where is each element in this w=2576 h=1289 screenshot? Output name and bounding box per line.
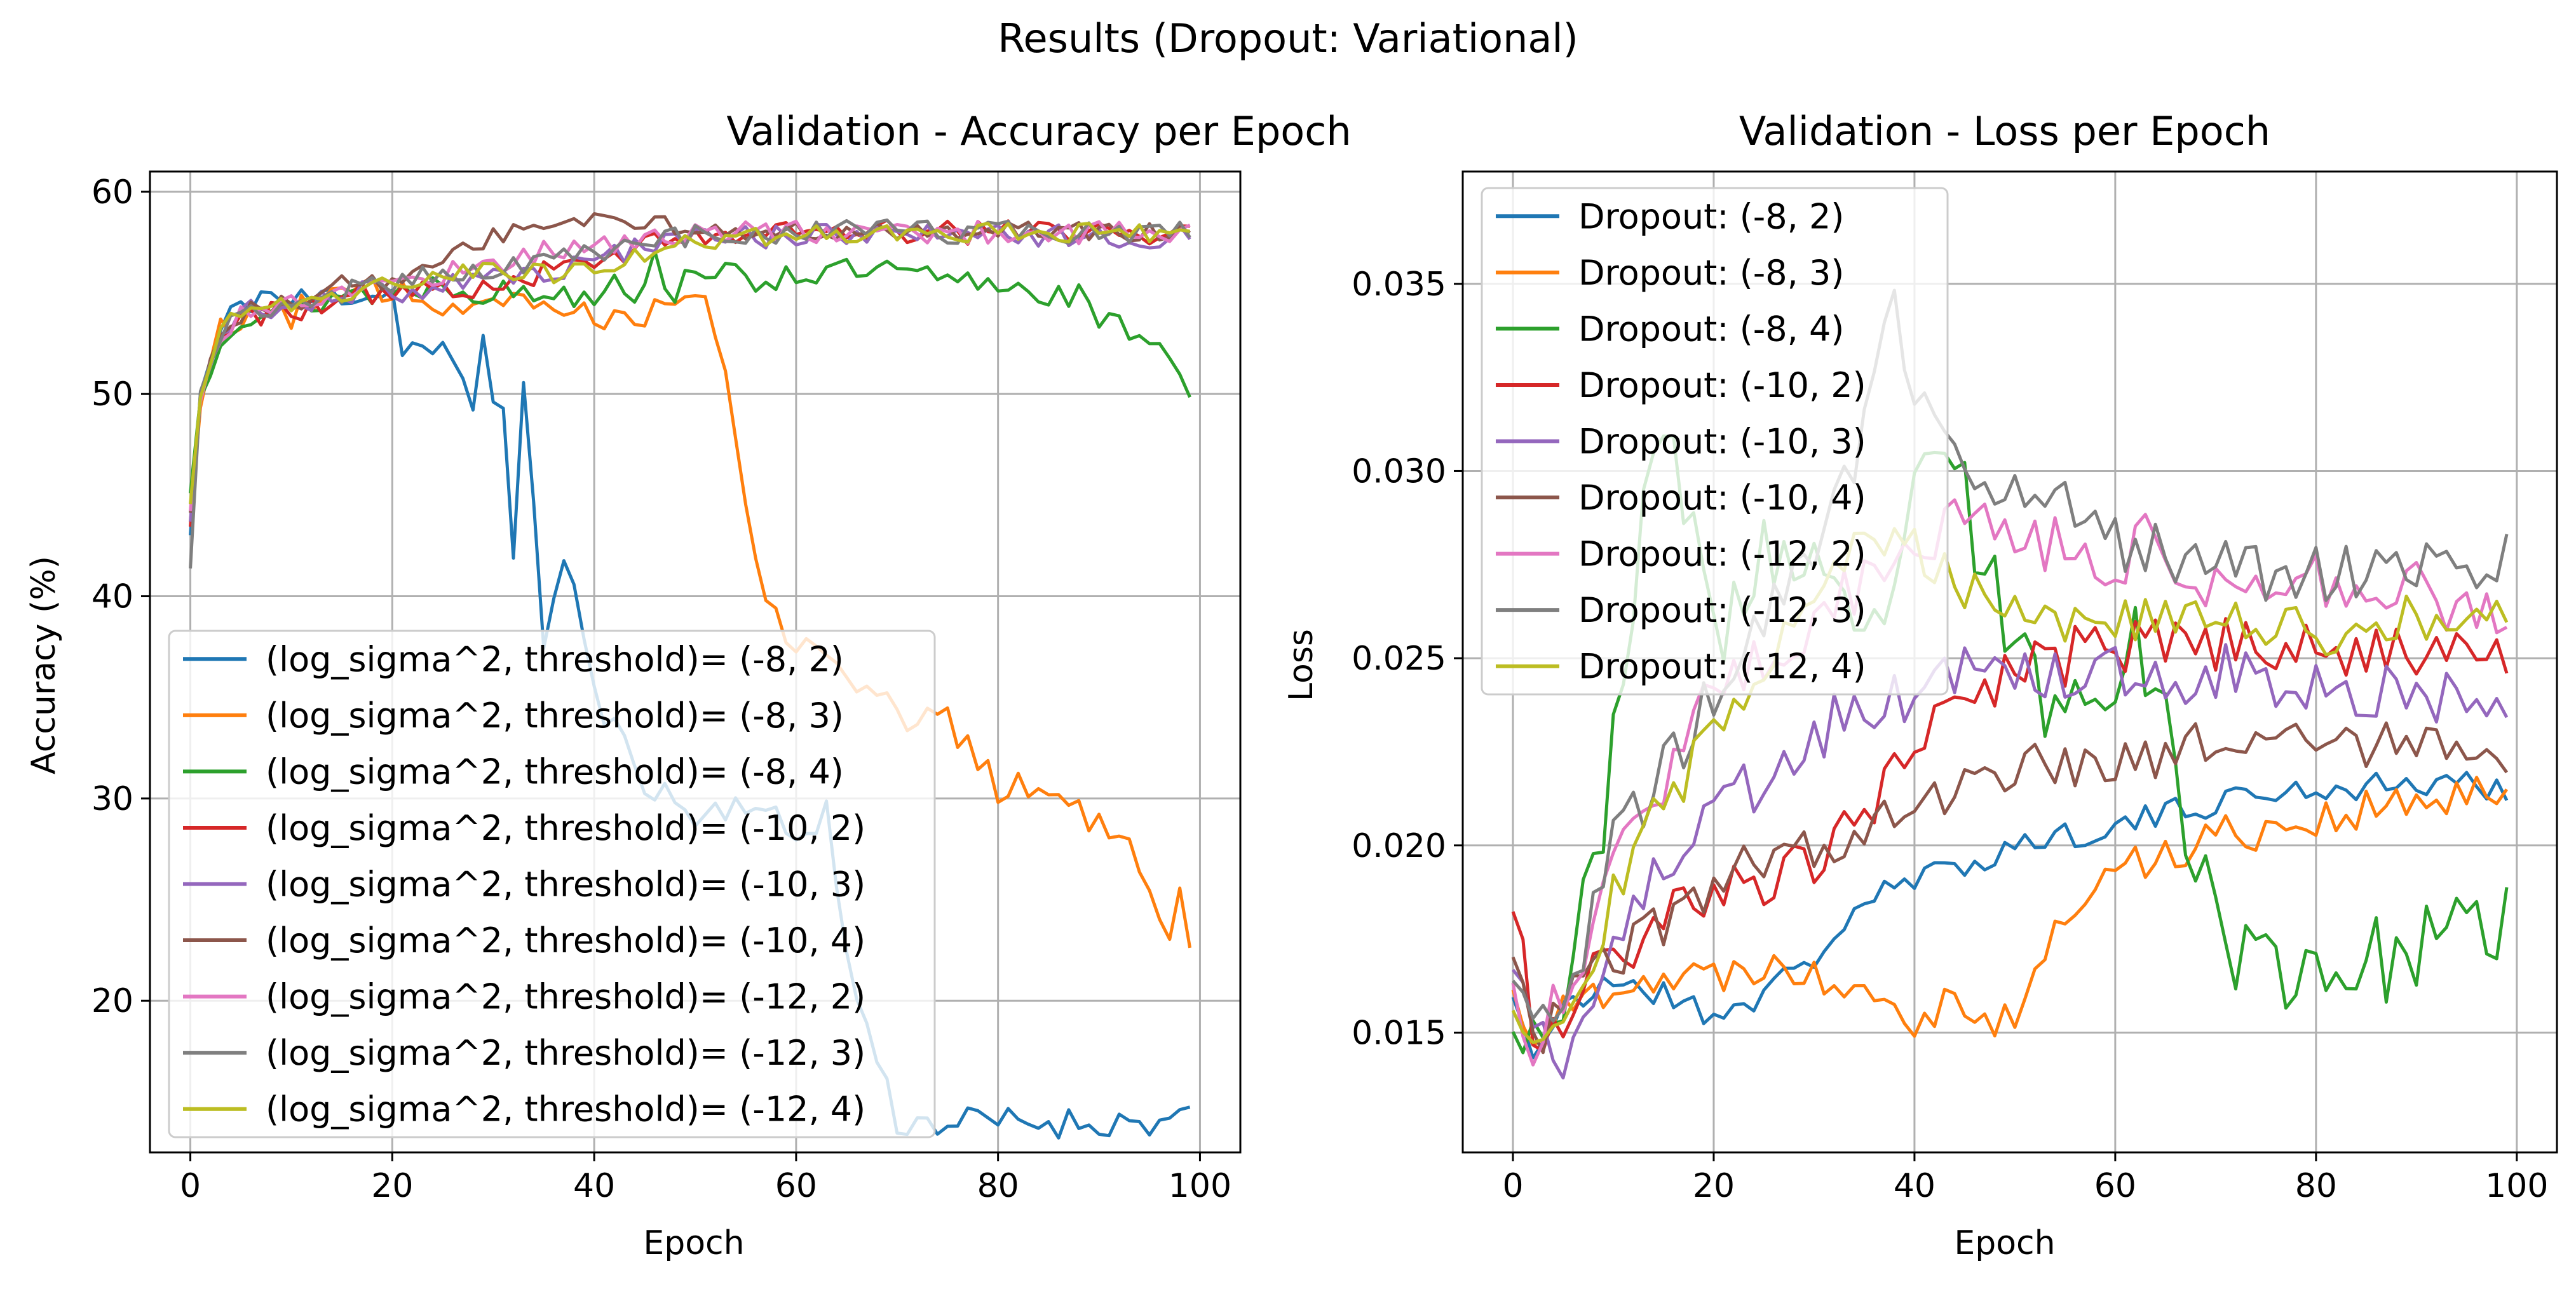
x-tick-label: 60: [2094, 1167, 2136, 1205]
legend-box: [168, 630, 936, 1138]
accuracy-frame: [149, 170, 1242, 1154]
y-tick-label: 40: [92, 578, 133, 616]
loss-legend: Dropout: (-8, 2) Dropout: (-8, 3) Dropout:…: [1481, 187, 1949, 696]
legend-label: Dropout: (-12, 4): [1578, 647, 1866, 687]
series-line: [1511, 771, 2509, 1060]
series-line: [189, 212, 1191, 513]
series-line: [189, 222, 1190, 504]
legend-label: Dropout: (-10, 4): [1578, 478, 1866, 518]
x-tick-label: 40: [1894, 1167, 1935, 1205]
axes-frame: [149, 170, 1242, 1154]
x-tick-label: 20: [371, 1167, 413, 1205]
series-line: [189, 223, 1191, 522]
legend-label: (log_sigma^2, threshold)= (-10, 3): [266, 865, 865, 905]
series-line: [1511, 776, 2509, 1047]
series-line: [1511, 527, 2509, 1044]
series-line: [1511, 617, 2509, 1053]
legend-label: (log_sigma^2, threshold)= (-8, 3): [266, 696, 844, 736]
y-tick-label: 20: [92, 982, 133, 1020]
accuracy-x-axis-label: Epoch: [643, 1224, 744, 1262]
accuracy-panel-title: Validation - Accuracy per Epoch: [726, 108, 1351, 154]
series-line: [189, 219, 1190, 527]
series-line: [189, 218, 1191, 569]
legend-label: (log_sigma^2, threshold)= (-8, 4): [266, 752, 844, 792]
legend-label: (log_sigma^2, threshold)= (-10, 2): [266, 808, 865, 848]
legend-label: (log_sigma^2, threshold)= (-8, 2): [266, 639, 844, 679]
legend-box: [1481, 187, 1949, 696]
accuracy-lines: [189, 212, 1192, 1140]
x-tick-label: 100: [2485, 1167, 2548, 1205]
series-line: [1512, 643, 2509, 1080]
loss-panel: Validation - Loss per Epoch Epoch Loss 0…: [1282, 108, 2558, 1262]
x-tick-label: 80: [977, 1167, 1019, 1205]
x-tick-label: 0: [180, 1167, 201, 1205]
y-tick-label: 30: [92, 780, 133, 818]
legend-label: Dropout: (-10, 3): [1578, 422, 1866, 462]
x-tick-label: 0: [1502, 1167, 1523, 1205]
y-tick-label: 50: [92, 375, 133, 414]
loss-panel-title: Validation - Loss per Epoch: [1739, 108, 2270, 154]
legend-label: Dropout: (-8, 2): [1578, 196, 1844, 236]
accuracy-y-axis-label: Accuracy (%): [25, 556, 63, 774]
x-tick-label: 40: [573, 1167, 615, 1205]
y-tick-label: 0.015: [1352, 1014, 1446, 1052]
y-tick-label: 0.030: [1352, 452, 1446, 490]
loss-x-axis-label: Epoch: [1954, 1224, 2055, 1262]
legend-label: (log_sigma^2, threshold)= (-12, 3): [266, 1033, 865, 1073]
legend-label: Dropout: (-8, 3): [1578, 253, 1844, 293]
legend-label: Dropout: (-10, 2): [1578, 365, 1866, 405]
y-tick-label: 60: [92, 173, 133, 212]
accuracy-panel: Validation - Accuracy per Epoch Epoch Ac…: [25, 108, 1352, 1262]
y-tick-label: 0.035: [1352, 266, 1446, 304]
figure-suptitle: Results (Dropout: Variational): [998, 15, 1578, 62]
y-tick-label: 0.025: [1352, 640, 1446, 678]
x-tick-label: 100: [1169, 1167, 1231, 1205]
series-line: [1512, 288, 2509, 1023]
loss-frame: [1461, 170, 2558, 1154]
legend-label: Dropout: (-12, 3): [1578, 590, 1866, 630]
legend-label: (log_sigma^2, threshold)= (-12, 4): [266, 1090, 865, 1130]
series-line: [1511, 721, 2509, 1055]
accuracy-ticks: 0 20 40 60 80 100 20 30 40 50 60: [92, 173, 1231, 1205]
legend-label: Dropout: (-8, 4): [1578, 309, 1844, 349]
axes-frame: [1461, 170, 2558, 1154]
legend-label: Dropout: (-12, 2): [1578, 534, 1866, 574]
legend-label: (log_sigma^2, threshold)= (-10, 4): [266, 921, 865, 961]
loss-ticks: 0 20 40 60 80 100 0.015 0.020 0.025 0.030 0.035: [1352, 266, 2548, 1205]
y-tick-label: 0.020: [1352, 827, 1446, 865]
series-line: [189, 219, 1191, 511]
x-tick-label: 60: [775, 1167, 817, 1205]
x-tick-label: 80: [2295, 1167, 2337, 1205]
x-tick-label: 20: [1693, 1167, 1735, 1205]
loss-y-axis-label: Loss: [1282, 629, 1320, 701]
accuracy-legend: (log_sigma^2, threshold)= (-8, 2) (log_si…: [168, 630, 936, 1138]
legend-label: (log_sigma^2, threshold)= (-12, 2): [266, 977, 865, 1017]
